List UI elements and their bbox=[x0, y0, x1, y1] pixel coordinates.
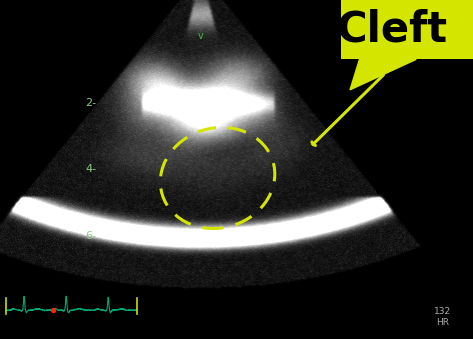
Text: 2-: 2- bbox=[85, 98, 96, 108]
Text: 132
HR: 132 HR bbox=[434, 307, 451, 327]
Text: 4-: 4- bbox=[85, 164, 96, 175]
Text: Cleft: Cleft bbox=[337, 9, 448, 51]
Text: v: v bbox=[198, 31, 204, 41]
Text: 6-: 6- bbox=[85, 231, 96, 241]
Polygon shape bbox=[350, 59, 416, 90]
Bar bbox=[341, 0, 473, 59]
